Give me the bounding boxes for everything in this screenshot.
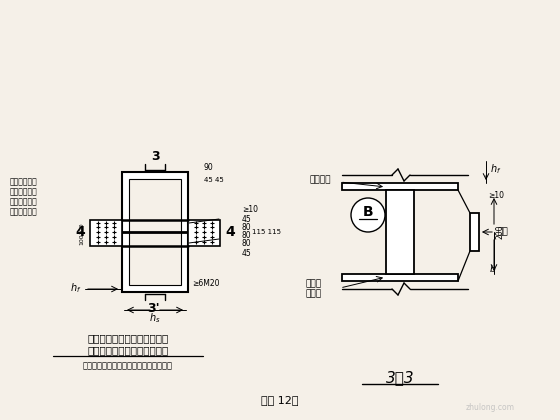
Text: ≥10: ≥10 bbox=[242, 205, 258, 215]
Text: zhulong.com: zhulong.com bbox=[465, 404, 515, 412]
Text: 115 115: 115 115 bbox=[252, 229, 281, 235]
Text: 3: 3 bbox=[151, 150, 159, 163]
Text: ≥10: ≥10 bbox=[488, 192, 504, 200]
Text: 4: 4 bbox=[225, 225, 235, 239]
Text: （图 12）: （图 12） bbox=[262, 395, 298, 405]
Text: 80: 80 bbox=[242, 223, 251, 233]
Bar bbox=[90, 220, 122, 246]
Text: 80: 80 bbox=[242, 231, 251, 241]
Text: $h_s$: $h_s$ bbox=[149, 311, 161, 325]
Text: 200: 200 bbox=[496, 225, 505, 239]
Text: 安装耳板和水平加劲肋的构造: 安装耳板和水平加劲肋的构造 bbox=[87, 345, 169, 355]
Text: 100: 100 bbox=[80, 222, 85, 234]
Text: 3－3: 3－3 bbox=[386, 370, 414, 386]
Bar bbox=[470, 213, 479, 251]
Text: 下柱顶: 下柱顶 bbox=[306, 279, 322, 289]
Text: 45 45: 45 45 bbox=[204, 177, 224, 183]
Text: $h_f$: $h_f$ bbox=[71, 281, 82, 295]
Text: 在此范围内，: 在此范围内， bbox=[10, 178, 38, 186]
Text: ≥6M20: ≥6M20 bbox=[192, 279, 220, 289]
Text: 上柱隔板: 上柱隔板 bbox=[310, 176, 332, 184]
Text: 45: 45 bbox=[242, 215, 252, 225]
Text: 4: 4 bbox=[75, 225, 85, 239]
Text: 80: 80 bbox=[242, 239, 251, 249]
Text: b: b bbox=[490, 265, 496, 273]
Text: 90: 90 bbox=[204, 163, 214, 171]
Text: 耳板: 耳板 bbox=[497, 228, 508, 236]
Text: 壁隔板: 壁隔板 bbox=[306, 289, 322, 299]
Bar bbox=[386, 190, 414, 274]
Text: 100: 100 bbox=[80, 233, 85, 245]
Text: 焊缝应采用全: 焊缝应采用全 bbox=[10, 197, 38, 207]
Circle shape bbox=[351, 198, 385, 232]
Text: B: B bbox=[363, 205, 374, 219]
Bar bbox=[122, 172, 188, 292]
Bar bbox=[129, 179, 181, 285]
Text: 45: 45 bbox=[242, 249, 252, 258]
Text: 3': 3' bbox=[148, 302, 160, 315]
Text: 箱形截面柱的工地拼接及设置: 箱形截面柱的工地拼接及设置 bbox=[87, 333, 169, 343]
Bar bbox=[342, 274, 458, 281]
Text: （箱壁采用全焊透的坡口对接焊缝连接）: （箱壁采用全焊透的坡口对接焊缝连接） bbox=[83, 362, 173, 370]
Bar bbox=[188, 220, 220, 246]
Text: $h_f$: $h_f$ bbox=[490, 162, 501, 176]
Bar bbox=[342, 183, 458, 190]
Text: 其截面的铝塑: 其截面的铝塑 bbox=[10, 187, 38, 197]
Text: 焊透坡口焊。: 焊透坡口焊。 bbox=[10, 207, 38, 216]
